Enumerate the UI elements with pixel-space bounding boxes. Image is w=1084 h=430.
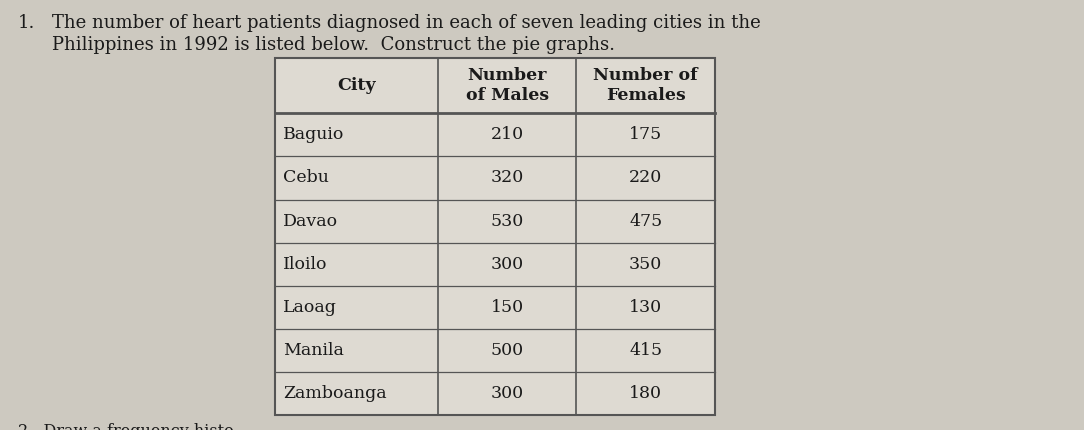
Text: 415: 415 <box>629 342 662 359</box>
Text: Iloilo: Iloilo <box>283 256 327 273</box>
Text: Manila: Manila <box>283 342 344 359</box>
Text: 130: 130 <box>629 299 662 316</box>
Text: Cebu: Cebu <box>283 169 328 187</box>
Text: The number of heart patients diagnosed in each of seven leading cities in the: The number of heart patients diagnosed i… <box>52 14 761 32</box>
Text: 180: 180 <box>629 385 662 402</box>
Text: City: City <box>337 77 376 94</box>
Bar <box>275 58 715 415</box>
Text: Number of
Females: Number of Females <box>593 68 698 104</box>
Text: Zamboanga: Zamboanga <box>283 385 387 402</box>
Text: 1.: 1. <box>18 14 36 32</box>
Text: Davao: Davao <box>283 212 338 230</box>
Text: 220: 220 <box>629 169 662 187</box>
Text: 500: 500 <box>491 342 524 359</box>
Text: 530: 530 <box>490 212 524 230</box>
Text: 300: 300 <box>491 385 524 402</box>
Text: 320: 320 <box>490 169 524 187</box>
Text: 475: 475 <box>629 212 662 230</box>
Text: Number
of Males: Number of Males <box>465 68 549 104</box>
Text: 210: 210 <box>491 126 524 143</box>
Text: 150: 150 <box>491 299 524 316</box>
Text: 350: 350 <box>629 256 662 273</box>
Text: 2.  Draw a frequency histo: 2. Draw a frequency histo <box>18 423 234 430</box>
Text: 175: 175 <box>629 126 662 143</box>
Text: Laoag: Laoag <box>283 299 337 316</box>
Text: 300: 300 <box>491 256 524 273</box>
Text: Philippines in 1992 is listed below.  Construct the pie graphs.: Philippines in 1992 is listed below. Con… <box>52 36 615 54</box>
Text: Baguio: Baguio <box>283 126 345 143</box>
